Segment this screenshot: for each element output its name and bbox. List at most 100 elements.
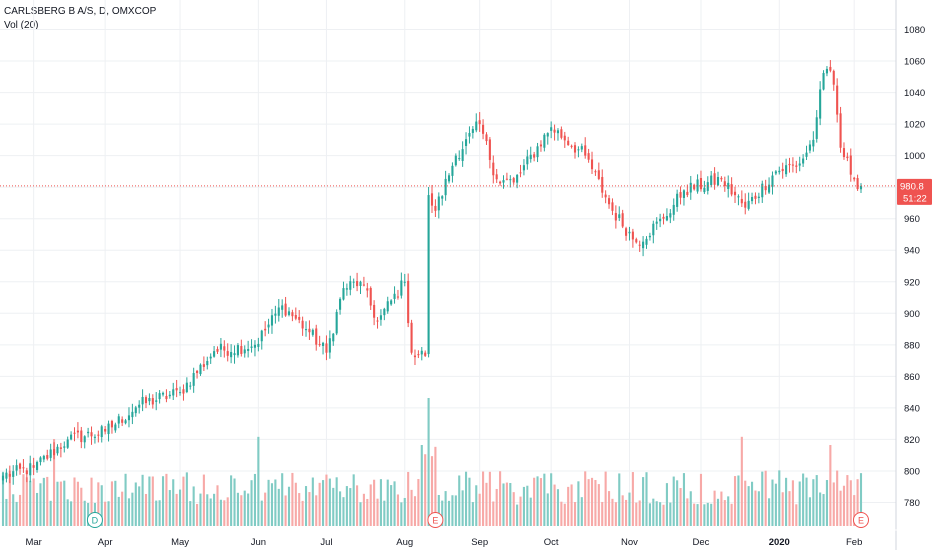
price-tick-label: 960 <box>904 214 920 225</box>
volume-bar <box>716 498 720 526</box>
volume-bar <box>492 501 495 526</box>
candle-body <box>846 156 849 159</box>
volume-bar <box>485 482 488 526</box>
volume-bar <box>754 490 757 526</box>
volume-bar <box>209 498 212 526</box>
volume-bar <box>121 491 124 526</box>
candle-body <box>155 400 158 402</box>
candle-body <box>373 304 376 318</box>
candle-body <box>665 216 668 221</box>
price-tick-label: 860 <box>904 372 920 383</box>
volume-bar <box>165 473 168 526</box>
volume-bar <box>778 470 781 526</box>
volume-bar <box>519 496 522 526</box>
candle-body <box>25 470 28 475</box>
candle-body <box>825 68 829 74</box>
volume-bar <box>570 484 573 526</box>
volume-bar <box>829 445 832 526</box>
volume-bar <box>202 474 205 526</box>
volume-bar <box>648 503 651 526</box>
volume-bar <box>451 495 454 526</box>
candle-body <box>812 139 815 147</box>
volume-bar <box>859 473 863 526</box>
volume-bar <box>444 491 447 526</box>
volume-bar <box>393 481 396 526</box>
candle-body <box>587 153 590 160</box>
candle-body <box>447 175 451 182</box>
candle-body <box>73 432 76 434</box>
candle-body <box>478 120 481 125</box>
volume-bar <box>400 502 403 526</box>
candle-body <box>815 117 818 139</box>
volume-bar <box>812 479 815 526</box>
price-tick-label: 1000 <box>904 151 925 162</box>
candle-body <box>216 348 219 352</box>
volume-bar <box>788 491 791 526</box>
volume-bar <box>39 483 42 526</box>
volume-bar <box>25 477 28 526</box>
volume-bar <box>798 481 801 526</box>
candle-body <box>454 155 457 166</box>
candle-body <box>294 314 297 319</box>
candle-body <box>859 185 863 190</box>
candle-body <box>189 385 192 387</box>
volume-bar <box>645 472 648 526</box>
price-tick-label: 880 <box>904 340 920 351</box>
candle-body <box>345 288 348 290</box>
candle-body <box>430 193 434 206</box>
volume-bar <box>59 481 62 526</box>
volume-bar <box>274 479 277 526</box>
candle-body <box>53 449 56 456</box>
candle-body <box>553 129 556 133</box>
candle-body <box>461 149 464 161</box>
chart-symbol-title: CARLSBERG B A/S, D, OMXCOP <box>4 6 157 17</box>
volume-bar <box>625 499 628 526</box>
volume-bar <box>764 470 767 526</box>
volume-bar <box>567 486 570 526</box>
candle-body <box>451 165 454 176</box>
candle-body <box>386 301 389 312</box>
volume-bar <box>53 439 56 526</box>
candle-body <box>46 455 49 459</box>
candle-body <box>339 298 342 310</box>
volume-bar <box>699 473 703 526</box>
candle-body <box>458 158 461 160</box>
candle-body <box>750 197 754 202</box>
candle-body <box>662 216 665 219</box>
volume-bar <box>471 502 474 526</box>
candle-body <box>250 346 253 348</box>
volume-bar <box>594 480 597 526</box>
candle-body <box>720 177 723 180</box>
time-axis[interactable]: Mar Apr May Jun Jul Aug Sep Oct Nov Dec 2020 Feb <box>0 529 932 548</box>
volume-bar <box>682 473 686 526</box>
volume-bar <box>740 436 743 526</box>
volume-bar <box>546 493 549 526</box>
volume-bar <box>757 491 760 526</box>
candle-body <box>420 350 423 355</box>
candle-body <box>264 328 267 331</box>
volume-bar <box>638 500 641 526</box>
volume-bar <box>458 475 461 526</box>
candle-body <box>679 192 682 198</box>
volume-bar <box>192 486 195 526</box>
candle-body <box>533 154 536 158</box>
volume-bar <box>277 488 280 526</box>
time-tick-label: Aug <box>396 537 413 548</box>
candle-body <box>287 311 291 315</box>
candle-body <box>570 145 573 147</box>
candle-body <box>625 228 628 236</box>
volume-bar <box>267 479 270 526</box>
price-axis[interactable]: 7808008208408608809009209409609801000102… <box>895 0 932 550</box>
candle-body <box>175 388 178 391</box>
volume-bar <box>369 484 372 526</box>
candle-body <box>645 238 648 245</box>
candle-body <box>614 212 617 221</box>
candle-body <box>785 165 788 175</box>
volume-indicator-label[interactable]: Vol (20) <box>4 20 39 31</box>
candle-body <box>376 320 379 322</box>
candle-body <box>590 159 594 170</box>
volume-bar <box>853 495 856 526</box>
volume-bar <box>15 501 18 526</box>
